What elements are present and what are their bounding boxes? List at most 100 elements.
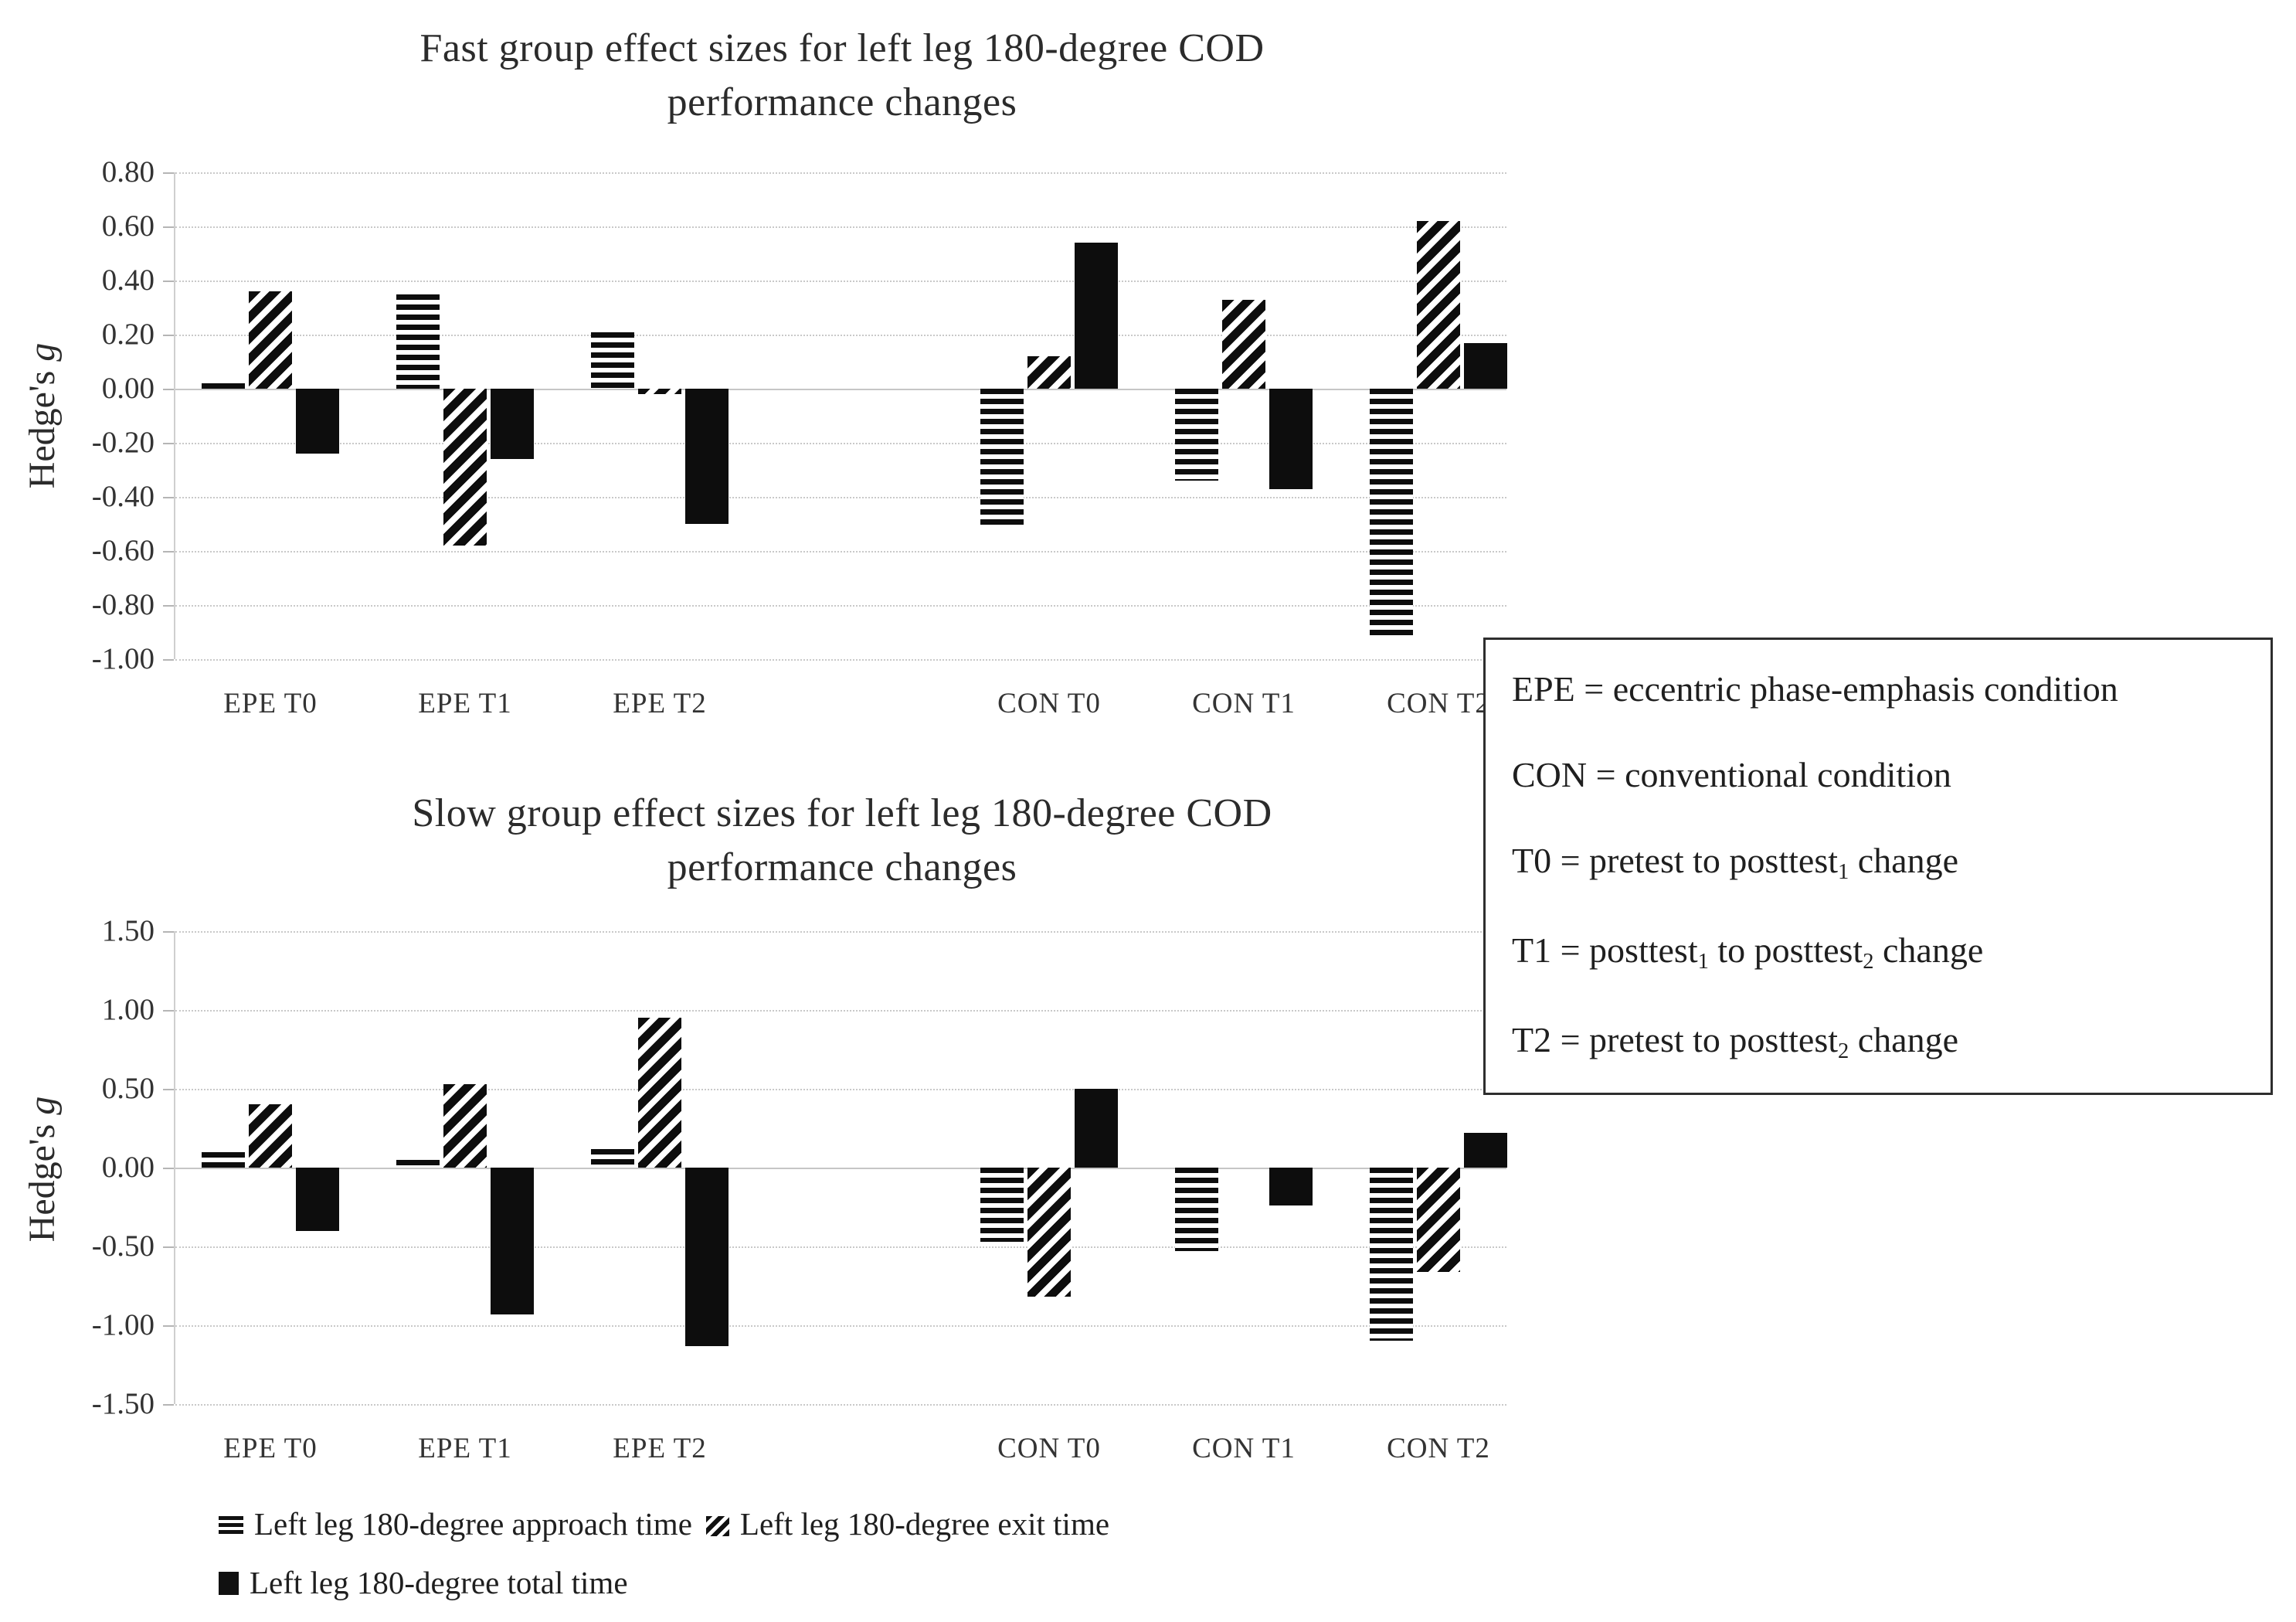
bar-total-con-t0 <box>1075 1089 1118 1168</box>
bar-exit-con-t0 <box>1027 1168 1071 1297</box>
gridline <box>175 1168 1506 1169</box>
y-axis-tick <box>163 1168 174 1169</box>
bar-approach-epe-t2 <box>591 1148 634 1168</box>
bar-exit-epe-t2 <box>638 1018 681 1168</box>
y-tick-label: 0.40 <box>101 264 155 297</box>
gridline <box>175 389 1506 390</box>
y-axis-tick <box>163 389 174 390</box>
y-axis-tick <box>163 659 174 661</box>
text-part: 1 <box>1838 859 1849 884</box>
category-label-con-t0: CON T0 <box>997 688 1101 719</box>
bar-exit-con-t1 <box>1222 299 1265 389</box>
bar-total-epe-t0 <box>296 1168 339 1231</box>
bar-approach-con-t1 <box>1175 389 1218 481</box>
y-axis-tick <box>163 335 174 336</box>
gridline <box>175 281 1506 282</box>
fast-chart-title-line1: Fast group effect sizes for left leg 180… <box>419 26 1265 70</box>
y-axis-tick <box>163 1246 174 1248</box>
gridline <box>175 443 1506 444</box>
bar-exit-con-t2 <box>1417 1168 1460 1272</box>
category-label-con-t2: CON T2 <box>1387 688 1490 719</box>
gridline <box>175 931 1506 933</box>
category-label-epe-t1: EPE T1 <box>418 688 512 719</box>
gridline <box>175 497 1506 498</box>
y-axis-tick <box>163 1089 174 1090</box>
gridline <box>175 1404 1506 1406</box>
bar-approach-con-t0 <box>980 1168 1024 1242</box>
fast-chart-title-line2: performance changes <box>667 80 1017 124</box>
y-axis-tick <box>163 497 174 498</box>
y-axis-line <box>174 172 175 659</box>
y-axis-tick <box>163 551 174 553</box>
text-part: change <box>1849 1019 1959 1059</box>
y-axis-line <box>174 931 175 1404</box>
bar-total-con-t0 <box>1075 243 1118 389</box>
y-axis-tick <box>163 281 174 282</box>
legend-line-t1: T1 = posttest1 to posttest2 change <box>1512 930 2244 974</box>
gridline <box>175 1325 1506 1327</box>
category-label-epe-t1: EPE T1 <box>418 1433 512 1464</box>
bar-total-con-t1 <box>1269 1168 1313 1205</box>
y-tick-label: 0.50 <box>101 1072 155 1105</box>
gridline <box>175 659 1506 661</box>
gridline <box>175 1089 1506 1090</box>
gridline <box>175 1246 1506 1248</box>
legend-line-epe: EPE = eccentric phase-emphasis condition <box>1512 668 2244 709</box>
bar-exit-epe-t0 <box>249 1104 292 1168</box>
y-tick-label: 1.00 <box>101 993 155 1026</box>
legend-line-t2: T2 = pretest to posttest2 change <box>1512 1019 2244 1064</box>
category-label-epe-t0: EPE T0 <box>223 1433 318 1464</box>
slow-chart-title-line1: Slow group effect sizes for left leg 180… <box>412 791 1272 835</box>
legend-box: EPE = eccentric phase-emphasis condition… <box>1483 638 2273 1095</box>
bar-approach-con-t2 <box>1370 389 1413 638</box>
bar-total-epe-t2 <box>685 389 729 524</box>
slow-plot-area: 1.50 1.00 0.50 0.00 -0.50 -1.00 -1.50 EPE T0 EPE… <box>92 914 1507 1464</box>
total-series-label: Left leg 180-degree total time <box>250 1565 628 1600</box>
text-part: CON = conventional condition <box>1512 755 1951 794</box>
category-label-epe-t2: EPE T2 <box>613 688 707 719</box>
text-part: T0 = pretest to posttest <box>1512 841 1838 880</box>
y-tick-label: -1.50 <box>91 1387 155 1420</box>
slow-chart-title-line2: performance changes <box>667 845 1017 889</box>
total-swatch-icon <box>219 1572 239 1595</box>
approach-series-label: Left leg 180-degree approach time <box>254 1506 692 1542</box>
bar-total-epe-t0 <box>296 389 339 454</box>
y-tick-label: -0.40 <box>91 480 155 513</box>
category-label-con-t1: CON T1 <box>1192 1433 1296 1464</box>
gridline <box>175 226 1506 228</box>
text-part: 2 <box>1863 949 1874 974</box>
approach-swatch-icon <box>219 1516 243 1536</box>
y-axis-tick <box>163 605 174 607</box>
gridline <box>175 335 1506 336</box>
y-tick-label: -0.60 <box>91 534 155 567</box>
bar-total-con-t1 <box>1269 389 1313 489</box>
bar-total-epe-t1 <box>491 389 534 459</box>
y-tick-label: -0.80 <box>91 588 155 621</box>
text-part: 1 <box>1697 949 1709 974</box>
text-part: change <box>1849 841 1959 880</box>
text-part: change <box>1873 930 1984 970</box>
y-tick-label: -0.50 <box>91 1229 155 1263</box>
y-axis-tick <box>163 1325 174 1327</box>
category-label-con-t0: CON T0 <box>997 1433 1101 1464</box>
fast-plot-area: 0.80 0.60 0.40 0.20 0.00 -0.20 -0.40 -0.60 -0.80… <box>92 155 1507 719</box>
y-axis-tick <box>163 226 174 228</box>
y-tick-label: 1.50 <box>101 914 155 947</box>
gridline <box>175 172 1506 174</box>
gridline <box>175 551 1506 553</box>
bar-approach-epe-t1 <box>396 1159 440 1168</box>
bar-approach-epe-t1 <box>396 294 440 389</box>
y-tick-label: 0.00 <box>101 1151 155 1184</box>
fast-chart-title: Fast group effect sizes for left leg 180… <box>178 22 1506 130</box>
y-tick-label: -1.00 <box>91 1308 155 1341</box>
bar-exit-epe-t1 <box>443 1083 487 1168</box>
bar-exit-epe-t1 <box>443 389 487 546</box>
category-label-con-t2: CON T2 <box>1387 1433 1490 1464</box>
bar-total-con-t2 <box>1464 342 1507 389</box>
bar-approach-con-t1 <box>1175 1168 1218 1252</box>
bar-exit-epe-t2 <box>638 389 681 394</box>
legend-line-t0: T0 = pretest to posttest1 change <box>1512 840 2244 885</box>
bar-exit-con-t0 <box>1027 356 1071 389</box>
bar-approach-epe-t2 <box>591 332 634 389</box>
